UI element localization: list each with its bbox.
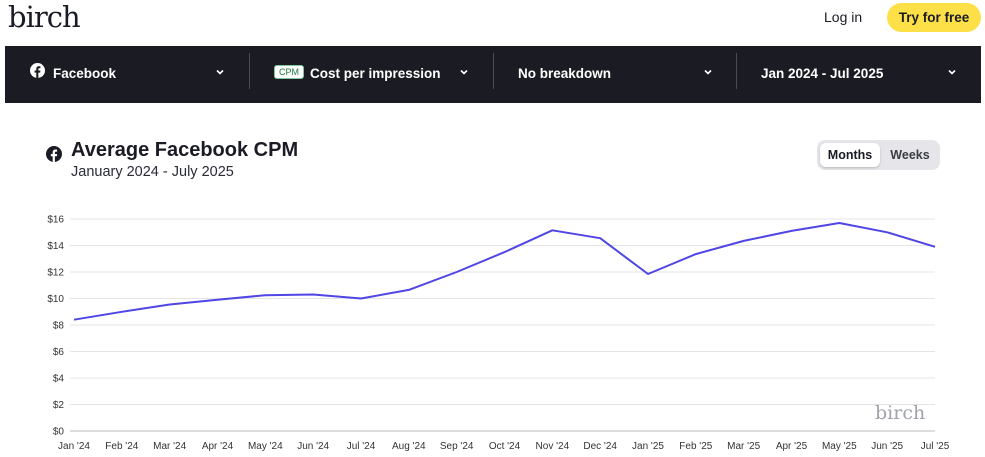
x-tick-label: Oct '24 <box>489 441 521 452</box>
x-tick-label: Jul '24 <box>347 441 376 452</box>
chevron-down-icon <box>948 69 956 75</box>
chart-subtitle: January 2024 - July 2025 <box>71 164 234 180</box>
y-tick-label: $16 <box>47 215 64 226</box>
x-tick-label: Apr '24 <box>202 441 234 452</box>
facebook-icon <box>30 63 45 78</box>
x-tick-label: Apr '25 <box>776 441 808 452</box>
try-for-free-button[interactable]: Try for free <box>887 3 981 32</box>
weeks-toggle[interactable]: Weeks <box>890 148 930 162</box>
x-tick-label: May '24 <box>248 441 283 452</box>
metric-select[interactable]: CPM Cost per impression <box>250 46 494 103</box>
filter-bar: Facebook CPM Cost per impression No brea… <box>5 46 981 103</box>
y-tick-label: $12 <box>47 268 64 279</box>
x-tick-label: Sep '24 <box>440 441 474 452</box>
breakdown-label: No breakdown <box>518 66 612 81</box>
x-tick-label: Dec '24 <box>583 441 617 452</box>
x-tick-label: Aug '24 <box>392 441 426 452</box>
date-range-select[interactable]: Jan 2024 - Jul 2025 <box>737 46 981 103</box>
divider <box>736 53 737 89</box>
y-tick-label: $8 <box>53 321 65 332</box>
x-tick-label: Nov '24 <box>536 441 570 452</box>
birch-logo[interactable]: birch <box>8 0 81 34</box>
y-tick-label: $2 <box>53 400 65 411</box>
x-tick-label: May '25 <box>822 441 857 452</box>
y-tick-label: $4 <box>53 374 65 385</box>
birch-watermark: birch <box>875 402 926 424</box>
series-line <box>73 222 936 321</box>
metric-label: Cost per impression <box>310 66 441 81</box>
x-tick-label: Jan '25 <box>632 441 664 452</box>
y-tick-label: $0 <box>53 427 65 438</box>
granularity-toggle: Months Weeks <box>817 140 940 170</box>
x-tick-label: Feb '24 <box>105 441 138 452</box>
login-link[interactable]: Log in <box>824 9 863 25</box>
facebook-icon <box>46 146 62 162</box>
breakdown-select[interactable]: No breakdown <box>494 46 737 103</box>
x-tick-label: Jun '25 <box>871 441 903 452</box>
top-bar: birch Log in Try for free <box>0 0 985 42</box>
y-tick-label: $14 <box>47 241 64 252</box>
date-range-label: Jan 2024 - Jul 2025 <box>761 66 884 81</box>
chevron-down-icon <box>216 69 224 75</box>
divider <box>249 53 250 89</box>
cpm-badge: CPM <box>274 65 304 79</box>
platform-label: Facebook <box>53 66 117 81</box>
divider <box>493 53 494 89</box>
x-tick-label: Jun '24 <box>297 441 329 452</box>
chevron-down-icon <box>704 69 712 75</box>
platform-select[interactable]: Facebook <box>5 46 250 103</box>
chart-title: Average Facebook CPM <box>71 139 299 161</box>
x-tick-label: Jan '24 <box>58 441 90 452</box>
x-tick-label: Mar '25 <box>727 441 760 452</box>
months-toggle[interactable]: Months <box>820 143 880 167</box>
cpm-line-chart: $0 $2 $4 $6 $8 $10 $12 $14 $16 Jan '24 Feb '24 Mar … <box>47 215 950 453</box>
y-tick-label: $6 <box>53 347 65 358</box>
chevron-down-icon <box>460 69 468 75</box>
x-tick-label: Feb '25 <box>679 441 712 452</box>
x-tick-label: Jul '25 <box>921 441 950 452</box>
x-tick-label: Mar '24 <box>153 441 186 452</box>
y-tick-label: $10 <box>47 294 64 305</box>
